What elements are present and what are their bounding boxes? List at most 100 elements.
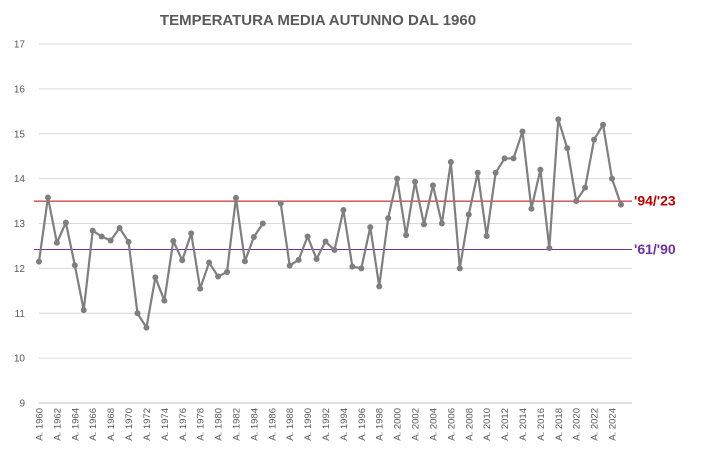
x-tick-label: A. 2008 bbox=[464, 408, 475, 441]
x-tick-label: A. 2016 bbox=[536, 408, 547, 441]
x-tick-label: A. 1980 bbox=[214, 408, 225, 441]
x-tick-label: A. 1990 bbox=[303, 408, 314, 441]
x-tick-label: A. 2020 bbox=[572, 408, 583, 441]
x-tick-label: A. 2000 bbox=[393, 408, 404, 441]
data-point-1994 bbox=[340, 207, 347, 214]
data-point-1999 bbox=[385, 215, 392, 222]
data-point-2020 bbox=[573, 198, 580, 205]
data-point-2024 bbox=[609, 175, 615, 182]
data-point-2018 bbox=[555, 116, 562, 123]
data-point-2004 bbox=[429, 182, 436, 189]
data-point-1981 bbox=[224, 268, 231, 275]
data-point-1984 bbox=[250, 233, 257, 240]
data-point-1992 bbox=[322, 238, 329, 245]
data-point-2006 bbox=[447, 159, 454, 166]
data-point-2015 bbox=[528, 205, 535, 212]
data-point-1985 bbox=[259, 220, 266, 227]
x-tick-label: A. 2004 bbox=[428, 408, 439, 441]
data-point-1998 bbox=[376, 283, 383, 290]
data-point-1988 bbox=[286, 262, 293, 269]
x-tick-label: A. 1976 bbox=[178, 408, 189, 441]
data-point-1996 bbox=[358, 265, 365, 272]
reference-line-label-0: '94/'23 bbox=[634, 193, 676, 209]
x-tick-label: A. 1968 bbox=[106, 408, 117, 441]
data-point-2022 bbox=[591, 136, 598, 143]
data-point-1973 bbox=[152, 274, 159, 281]
data-point-2000 bbox=[394, 175, 401, 182]
data-point-1974 bbox=[161, 297, 168, 304]
series-line bbox=[37, 196, 264, 329]
data-point-1993 bbox=[331, 246, 338, 253]
x-tick-label: A. 2002 bbox=[411, 408, 422, 441]
data-point-1987 bbox=[277, 200, 284, 207]
data-point-2009 bbox=[474, 169, 481, 176]
data-point-2012 bbox=[501, 155, 508, 162]
y-tick-label: 9 bbox=[19, 399, 25, 410]
data-point-1997 bbox=[367, 224, 374, 231]
data-point-1971 bbox=[134, 310, 141, 317]
data-point-2008 bbox=[465, 211, 472, 218]
x-tick-label: A. 1962 bbox=[52, 408, 63, 441]
data-point-2005 bbox=[438, 220, 445, 227]
data-point-1991 bbox=[313, 255, 320, 262]
data-point-2019 bbox=[564, 145, 571, 152]
data-point-2021 bbox=[582, 184, 589, 191]
x-tick-label: A. 1984 bbox=[249, 408, 260, 441]
data-point-1979 bbox=[206, 259, 213, 266]
x-tick-label: A. 1978 bbox=[196, 408, 207, 441]
data-point-1965 bbox=[80, 307, 87, 314]
data-point-1982 bbox=[232, 194, 239, 201]
y-tick-label: 11 bbox=[15, 309, 26, 320]
data-point-2017 bbox=[546, 245, 553, 252]
y-tick-label: 13 bbox=[14, 219, 26, 230]
x-tick-label: A. 1986 bbox=[267, 408, 278, 441]
data-point-1983 bbox=[241, 258, 248, 265]
data-point-1977 bbox=[188, 230, 195, 237]
data-point-1989 bbox=[295, 256, 302, 263]
data-point-1968 bbox=[107, 237, 114, 244]
data-point-2003 bbox=[420, 221, 427, 228]
data-point-1960 bbox=[36, 258, 42, 265]
x-tick-label: A. 2010 bbox=[482, 408, 493, 441]
data-point-1961 bbox=[44, 194, 51, 201]
x-tick-label: A. 1982 bbox=[231, 408, 242, 441]
data-point-2007 bbox=[456, 265, 463, 272]
data-point-1964 bbox=[71, 262, 78, 269]
data-point-1962 bbox=[53, 239, 60, 246]
y-tick-label: 16 bbox=[14, 84, 26, 95]
x-tick-label: A. 2022 bbox=[590, 408, 601, 441]
x-tick-label: A. 2024 bbox=[608, 408, 619, 441]
chart-title: TEMPERATURA MEDIA AUTUNNO DAL 1960 bbox=[160, 12, 476, 29]
data-point-2011 bbox=[492, 169, 499, 176]
data-point-2001 bbox=[403, 232, 410, 239]
data-point-1969 bbox=[116, 224, 123, 231]
data-point-2023 bbox=[600, 121, 607, 128]
data-point-1963 bbox=[62, 219, 69, 226]
y-axis-ticks: 9 10 11 12 13 14 15 16 17 bbox=[14, 40, 26, 410]
y-tick-label: 12 bbox=[14, 264, 26, 275]
x-tick-label: A. 1974 bbox=[160, 408, 171, 441]
gridlines bbox=[39, 43, 632, 404]
data-point-2002 bbox=[412, 178, 419, 185]
x-tick-label: A. 1972 bbox=[142, 408, 153, 441]
x-tick-label: A. 1988 bbox=[285, 408, 296, 441]
x-tick-label: A. 2006 bbox=[446, 408, 457, 441]
y-tick-label: 17 bbox=[14, 40, 26, 51]
data-point-1975 bbox=[170, 238, 177, 245]
x-axis-ticks: A. 1960 A. 1962 A. 1964 A. 1966 A. 1968 A. 19… bbox=[35, 408, 619, 441]
x-tick-label: A. 1964 bbox=[70, 408, 81, 441]
data-point-1980 bbox=[215, 273, 222, 280]
reference-line-label-1: '61/'90 bbox=[634, 241, 676, 257]
data-point-1967 bbox=[98, 233, 105, 240]
y-tick-label: 14 bbox=[14, 174, 26, 185]
x-tick-label: A. 1966 bbox=[88, 408, 99, 441]
x-tick-label: A. 2014 bbox=[518, 408, 529, 441]
y-tick-label: 10 bbox=[14, 354, 26, 365]
data-series bbox=[36, 116, 624, 331]
data-point-2010 bbox=[483, 233, 490, 240]
data-point-1970 bbox=[125, 238, 132, 245]
data-point-1976 bbox=[179, 257, 186, 264]
x-tick-label: A. 2018 bbox=[554, 408, 565, 441]
x-tick-label: A. 2012 bbox=[500, 408, 511, 441]
